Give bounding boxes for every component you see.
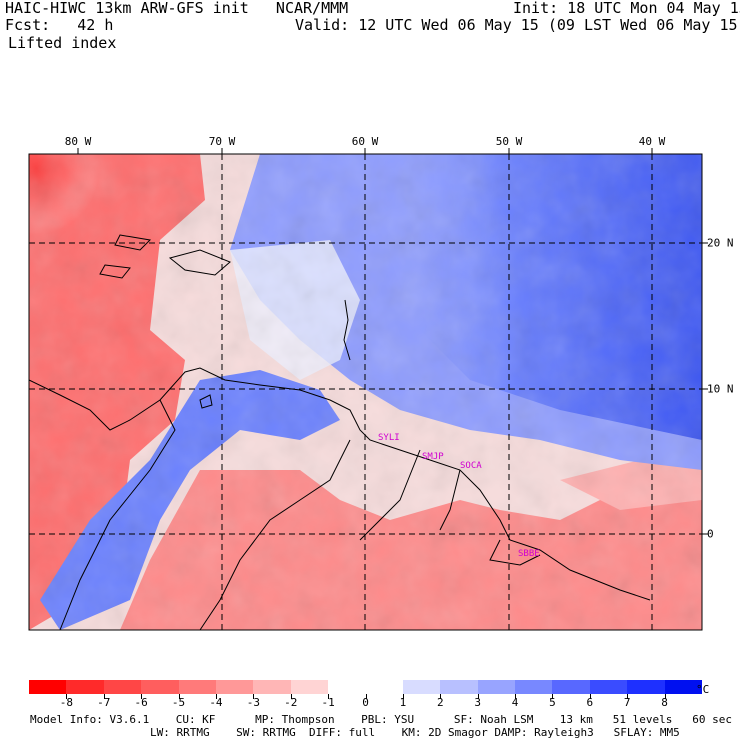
colorbar-unit: °C bbox=[696, 683, 710, 696]
colorbar-tick-label: 6 bbox=[586, 696, 594, 709]
colorbar-segment bbox=[552, 680, 590, 694]
colorbar-tick-label: 8 bbox=[661, 696, 668, 709]
colorbar-tick-mark bbox=[627, 694, 629, 699]
lon-label-60w: 60 W bbox=[351, 135, 379, 148]
colorbar-tick-label: 5 bbox=[549, 696, 556, 709]
colorbar-tick-mark bbox=[103, 694, 105, 699]
colorbar-tick-label: -3 bbox=[246, 696, 260, 709]
station-sbbe: SBBE bbox=[518, 549, 540, 559]
lat-label-10n: 10 N bbox=[707, 382, 734, 396]
colorbar-tick-mark bbox=[664, 694, 666, 699]
model-info-line2: LW: RRTMG SW: RRTMG DIFF: full KM: 2D Sm… bbox=[150, 726, 680, 739]
colorbar-tick-label: -8 bbox=[59, 696, 73, 709]
station-syli: SYLI bbox=[378, 433, 400, 443]
colorbar-tick-label: -1 bbox=[321, 696, 335, 709]
colorbar bbox=[29, 680, 703, 694]
colorbar-tick-label: 0 bbox=[362, 696, 369, 709]
forecast-hour: Fcst: 42 h bbox=[5, 16, 114, 34]
colorbar-tick-label: -2 bbox=[284, 696, 298, 709]
colorbar-segment bbox=[141, 680, 179, 694]
colorbar-segment bbox=[290, 680, 329, 694]
colorbar-tick-mark bbox=[589, 694, 591, 699]
colorbar-segment bbox=[627, 680, 665, 694]
init-time: Init: 18 UTC Mon 04 May 15 bbox=[513, 0, 740, 17]
lon-label-50w: 50 W bbox=[495, 135, 523, 148]
colorbar-segment bbox=[515, 680, 553, 694]
colorbar-segment bbox=[66, 680, 104, 694]
valid-time: Valid: 12 UTC Wed 06 May 15 (09 LST Wed … bbox=[295, 16, 740, 34]
colorbar-tick-mark bbox=[402, 694, 404, 699]
model-info-line1: Model Info: V3.6.1 CU: KF MP: Thompson P… bbox=[30, 713, 732, 726]
lat-label-20n: 20 N bbox=[707, 236, 734, 250]
colorbar-tick-mark bbox=[178, 694, 180, 699]
colorbar-segment bbox=[178, 680, 216, 694]
colorbar-tick-label: -6 bbox=[134, 696, 148, 709]
lon-label-40w: 40 W bbox=[638, 135, 666, 148]
colorbar-tick-label: -7 bbox=[97, 696, 111, 709]
colorbar-segment bbox=[328, 680, 366, 694]
axis-ticks bbox=[77, 148, 708, 535]
colorbar-tick-mark bbox=[440, 694, 442, 699]
colorbar-segment bbox=[664, 680, 703, 694]
colorbar-tick-mark bbox=[477, 694, 479, 699]
colorbar-tick-label: -4 bbox=[209, 696, 223, 709]
colorbar-tick-label: 4 bbox=[511, 696, 519, 709]
lon-label-80w: 80 W bbox=[64, 135, 92, 148]
colorbar-tick-mark bbox=[215, 694, 217, 699]
colorbar-tick-label: 1 bbox=[399, 696, 407, 709]
colorbar-tick-label: 3 bbox=[474, 696, 481, 709]
coastlines bbox=[28, 234, 651, 631]
colorbar-tick-mark bbox=[515, 694, 517, 699]
map-panel: SYLI SMJP SOCA SBBE bbox=[28, 148, 708, 631]
colorbar-segment bbox=[215, 680, 254, 694]
title-model: HAIC-HIWC 13km ARW-GFS init NCAR/MMM bbox=[5, 0, 349, 17]
colorbar-tick-label: 7 bbox=[623, 696, 631, 709]
colorbar-tick-mark bbox=[141, 694, 143, 699]
colorbar-segment bbox=[365, 680, 403, 694]
lon-label-70w: 70 W bbox=[208, 135, 236, 148]
colorbar-tick-label: 2 bbox=[436, 696, 444, 709]
colorbar-tick-label: -5 bbox=[171, 696, 186, 709]
lat-label-0: 0 bbox=[707, 527, 714, 541]
colorbar-segment bbox=[103, 680, 142, 694]
colorbar-segment bbox=[440, 680, 478, 694]
colorbar-segment bbox=[29, 680, 67, 694]
station-labels: SYLI SMJP SOCA SBBE bbox=[378, 433, 540, 559]
colorbar-segment bbox=[402, 680, 441, 694]
lat-lon-grid bbox=[29, 154, 702, 630]
station-soca: SOCA bbox=[460, 461, 482, 471]
colorbar-tick-mark bbox=[328, 694, 330, 699]
colorbar-segment bbox=[253, 680, 291, 694]
colorbar-tick-mark bbox=[552, 694, 554, 699]
colorbar-segment bbox=[477, 680, 516, 694]
colorbar-tick-mark bbox=[365, 694, 367, 699]
colorbar-tick-mark bbox=[66, 694, 68, 699]
colorbar-tick-mark bbox=[290, 694, 292, 699]
station-smjp: SMJP bbox=[422, 452, 444, 462]
colorbar-tick-mark bbox=[253, 694, 255, 699]
field-name: Lifted index bbox=[8, 34, 117, 52]
colorbar-segment bbox=[589, 680, 628, 694]
